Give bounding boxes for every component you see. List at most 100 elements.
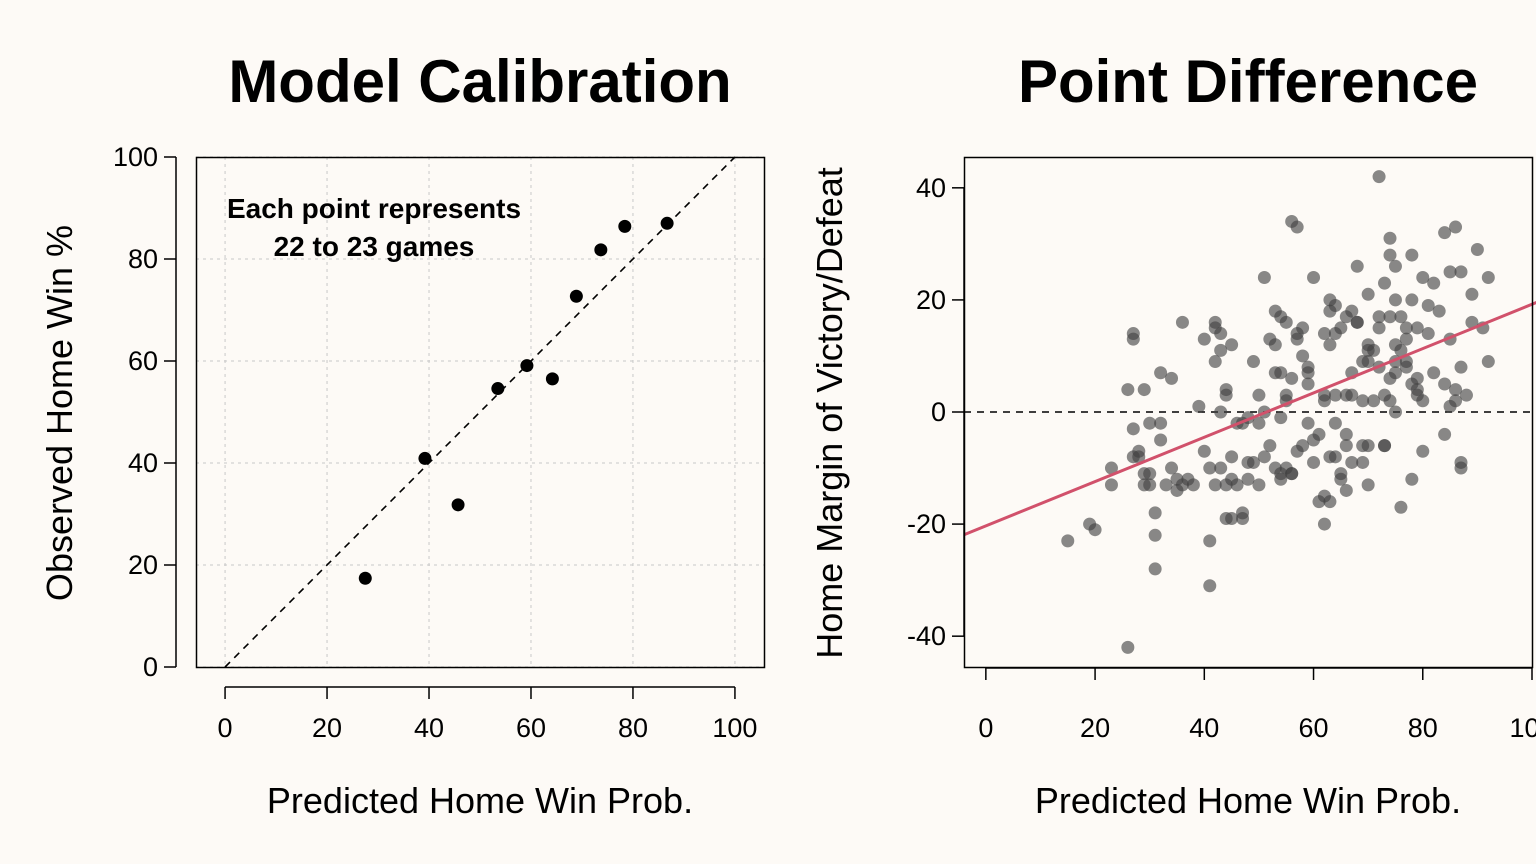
data-point (1361, 287, 1375, 301)
data-point (1317, 327, 1331, 341)
data-point (491, 382, 505, 396)
data-point (1241, 472, 1255, 486)
y-tick-label: -20 (907, 509, 946, 539)
data-point (1438, 377, 1452, 391)
data-point (1388, 293, 1402, 307)
y-tick-label: 0 (143, 652, 158, 682)
data-point (1165, 461, 1179, 475)
point-difference-x-axis: 0 20 40 60 80 100 (978, 667, 1536, 743)
data-point (1137, 383, 1151, 397)
x-tick-label: 80 (618, 713, 648, 743)
y-tick-label: -40 (907, 621, 946, 651)
data-point (1427, 276, 1441, 290)
data-point (1416, 270, 1430, 284)
y-tick-label: 20 (128, 550, 158, 580)
calibration-panel: Model Calibration 0 20 40 60 80 100 0 20 40 60 80… (39, 48, 766, 821)
calibration-y-axis: 0 20 40 60 80 100 (113, 142, 177, 682)
data-point (1459, 388, 1473, 402)
data-point (1410, 321, 1424, 335)
data-point (1383, 248, 1397, 262)
data-point (1323, 338, 1337, 352)
calibration-x-axis: 0 20 40 60 80 100 (218, 686, 757, 743)
data-point (1192, 399, 1206, 413)
point-difference-x-label: Predicted Home Win Prob. (1035, 780, 1461, 821)
data-point (1257, 270, 1271, 284)
data-point (594, 243, 608, 257)
data-point (1203, 534, 1217, 548)
data-point (1350, 259, 1364, 273)
data-point (1301, 416, 1315, 430)
data-point (1263, 439, 1277, 453)
data-point (1454, 360, 1468, 374)
data-point (660, 216, 674, 230)
data-point (545, 372, 559, 386)
data-point (1372, 170, 1386, 184)
x-tick-label: 60 (1299, 713, 1329, 743)
data-point (1388, 405, 1402, 419)
data-point (1186, 478, 1200, 492)
data-point (1154, 416, 1168, 430)
data-point (1208, 478, 1222, 492)
data-point (1339, 483, 1353, 497)
data-point (1104, 461, 1118, 475)
data-point (1175, 315, 1189, 329)
data-point (1443, 265, 1457, 279)
data-point (1394, 500, 1408, 514)
data-point (1219, 383, 1233, 397)
calibration-points (358, 216, 674, 585)
data-point (1252, 416, 1266, 430)
data-point (1383, 310, 1397, 324)
data-point (1339, 427, 1353, 441)
x-tick-label: 100 (712, 713, 757, 743)
data-point (1088, 523, 1102, 537)
data-point (1328, 299, 1342, 313)
data-point (1438, 427, 1452, 441)
data-point (1388, 366, 1402, 380)
annotation-line-2: 22 to 23 games (274, 231, 475, 262)
data-point (520, 359, 534, 373)
data-point (1126, 327, 1140, 341)
x-tick-label: 80 (1408, 713, 1438, 743)
data-point (1143, 478, 1157, 492)
data-point (1126, 422, 1140, 436)
data-point (1061, 534, 1075, 548)
data-point (1421, 327, 1435, 341)
data-point (1394, 343, 1408, 357)
x-tick-label: 60 (516, 713, 546, 743)
data-point (569, 289, 583, 303)
x-tick-label: 100 (1509, 713, 1536, 743)
data-point (1345, 388, 1359, 402)
data-point (1246, 355, 1260, 369)
data-point (1317, 394, 1331, 408)
data-point (1148, 506, 1162, 520)
data-point (1268, 338, 1282, 352)
calibration-title: Model Calibration (228, 48, 731, 115)
data-point (1148, 528, 1162, 542)
data-point (1197, 332, 1211, 346)
data-point (1328, 450, 1342, 464)
x-tick-label: 40 (1189, 713, 1219, 743)
data-point (1427, 366, 1441, 380)
y-tick-label: 100 (113, 142, 158, 172)
point-difference-panel: Point Difference 0 20 40 60 80 100 -40 -20 0 20 4… (809, 48, 1536, 821)
data-point (1296, 349, 1310, 363)
data-point (1328, 416, 1342, 430)
data-point (1285, 371, 1299, 385)
data-point (1361, 355, 1375, 369)
data-point (358, 571, 372, 585)
data-point (1350, 315, 1364, 329)
data-point (1197, 444, 1211, 458)
data-point (1405, 293, 1419, 307)
data-point (1470, 242, 1484, 256)
data-point (1143, 416, 1157, 430)
data-point (1432, 304, 1446, 318)
regression-fit-line (963, 301, 1536, 537)
y-tick-label: 60 (128, 346, 158, 376)
data-point (1203, 461, 1217, 475)
data-point (1290, 220, 1304, 234)
y-tick-label: 40 (916, 173, 946, 203)
data-point (1257, 450, 1271, 464)
data-point (1416, 394, 1430, 408)
data-point (1378, 276, 1392, 290)
data-point (1416, 444, 1430, 458)
